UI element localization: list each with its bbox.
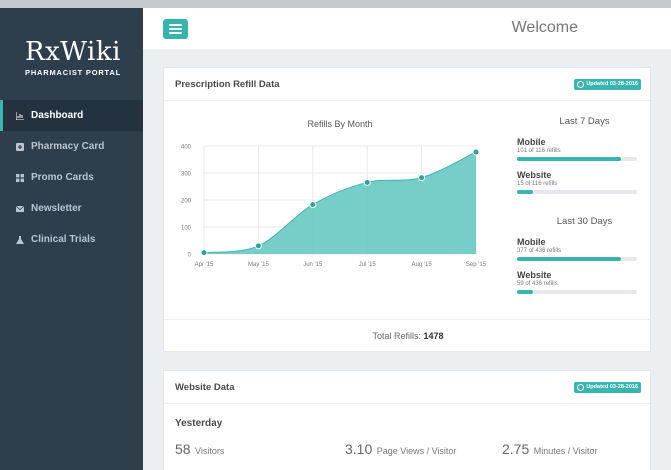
sidebar-item-label: Newsletter: [31, 203, 82, 214]
stat-sub: 59 of 436 refills: [517, 281, 558, 287]
stat-sub: 377 of 436 refills: [517, 248, 562, 254]
stat-item: Website 59 of 436 refills: [517, 270, 652, 294]
data-point: [418, 174, 426, 182]
section-title: Yesterday: [175, 418, 223, 429]
progress-track: [517, 257, 637, 261]
clock-icon: [577, 81, 585, 88]
stat-item: Mobile 377 of 436 refills: [517, 237, 652, 261]
y-tick-label: 0: [188, 253, 192, 259]
stat-sub: 101 of 116 refills: [517, 148, 561, 154]
sidebar-item-pharmacy-card[interactable]: Pharmacy Card: [0, 131, 143, 162]
metric-label: Visitors: [195, 446, 225, 456]
page-title: Welcome: [511, 19, 578, 36]
sidebar-item-label: Dashboard: [31, 110, 84, 121]
header: Welcome: [143, 8, 671, 49]
main-content: Welcome Prescription Refill Data Updated…: [143, 8, 671, 470]
sidebar-item-promo-cards[interactable]: Promo Cards: [0, 162, 143, 193]
metric-minutes: 2.75 Minutes / Visitor: [502, 441, 598, 459]
stat-name: Mobile: [517, 137, 546, 147]
top-strip: [0, 0, 671, 8]
x-tick-label: May '15: [248, 262, 269, 268]
sidebar-item-label: Pharmacy Card: [31, 141, 105, 152]
flask-icon: [16, 235, 24, 244]
sidebar-item-clinical-trials[interactable]: Clinical Trials: [0, 224, 143, 255]
x-tick-label: Aug '15: [412, 262, 433, 268]
metric-value: 2.75: [502, 441, 530, 457]
logo-title: RxWiki: [25, 37, 121, 67]
progress-track: [517, 157, 637, 161]
sidebar-item-dashboard[interactable]: Dashboard: [0, 100, 143, 131]
stat-item: Mobile 101 of 116 refills: [517, 137, 652, 161]
x-tick-label: Jul '15: [359, 262, 377, 268]
data-point: [200, 249, 208, 257]
hamburger-line: [169, 32, 182, 34]
stat-sub: 15 of 116 refills: [517, 181, 558, 187]
refills-area: [204, 151, 476, 254]
stat-name: Website: [517, 170, 552, 180]
refill-stats: Last 7 Days Mobile 101 of 116 refills We…: [517, 102, 652, 294]
x-tick-label: Apr '15: [195, 262, 214, 268]
data-point: [309, 201, 317, 209]
total-refills: Total Refills: 1478: [164, 319, 652, 351]
stat-item: Website 15 of 116 refills: [517, 170, 652, 194]
data-point: [363, 178, 371, 186]
progress-fill: [517, 257, 621, 261]
chart-icon: [16, 111, 24, 120]
metric-label: Minutes / Visitor: [533, 446, 598, 456]
sidebar: RxWiki PHARMACIST PORTAL Dashboard Pharm…: [0, 8, 143, 470]
logo[interactable]: RxWiki PHARMACIST PORTAL: [18, 38, 128, 77]
card-header: Prescription Refill Data Updated 03-28-2…: [164, 68, 650, 101]
total-value: 1478: [423, 331, 444, 341]
card-title: Website Data: [175, 382, 235, 393]
refills-chart: Refills By Month 0 100 200 300 400 Apr '15 May …: [164, 102, 504, 282]
y-tick-label: 400: [181, 145, 192, 151]
x-tick-label: Jun '15: [303, 262, 323, 268]
refills-chart-svg: Refills By Month 0 100 200 300 400 Apr '15 May …: [181, 119, 487, 268]
refill-data-card: Prescription Refill Data Updated 03-28-2…: [163, 67, 652, 352]
sidebar-item-label: Clinical Trials: [31, 234, 96, 245]
card-title: Prescription Refill Data: [175, 79, 280, 90]
grid-icon: [16, 173, 24, 182]
y-tick-label: 200: [181, 199, 192, 205]
badge-label: Updated 03-28-2016: [586, 81, 638, 87]
metric-label: Page Views / Visitor: [376, 446, 457, 456]
envelope-icon: [16, 205, 24, 212]
sidebar-nav: Dashboard Pharmacy Card Promo Cards News…: [0, 100, 143, 255]
stat-name: Mobile: [517, 237, 546, 247]
progress-track: [517, 290, 637, 294]
updated-badge: Updated 03-28-2016: [574, 79, 641, 90]
y-tick-label: 300: [181, 172, 192, 178]
metric-page-views: 3.10 Page Views / Visitor: [345, 441, 456, 459]
sidebar-item-label: Promo Cards: [31, 172, 94, 183]
total-label: Total Refills:: [372, 331, 421, 341]
progress-fill: [517, 190, 533, 194]
hamburger-line: [169, 28, 182, 30]
plus-square-icon: [16, 142, 24, 151]
data-point: [472, 148, 480, 156]
progress-fill: [517, 157, 622, 161]
clock-icon: [577, 384, 585, 391]
sidebar-item-newsletter[interactable]: Newsletter: [0, 193, 143, 224]
chart-title: Refills By Month: [307, 119, 372, 129]
last-30-days-heading: Last 30 Days: [556, 216, 613, 227]
data-point: [254, 242, 262, 250]
progress-track: [517, 190, 637, 194]
metric-value: 3.10: [345, 441, 373, 457]
refills-line: [203, 151, 477, 254]
metric-visitors: 58 Visitors: [175, 441, 224, 459]
y-tick-label: 100: [181, 226, 192, 232]
hamburger-icon[interactable]: [163, 19, 188, 39]
metric-value: 58: [175, 441, 191, 457]
badge-label: Updated 03-28-2016: [586, 384, 638, 390]
stat-name: Website: [517, 270, 552, 280]
updated-badge: Updated 03-28-2016: [574, 382, 641, 393]
website-data-card: Website Data Updated 03-28-2016 Yesterda…: [163, 370, 651, 470]
hamburger-line: [169, 24, 182, 26]
x-tick-label: Sep '15: [466, 262, 487, 268]
card-header: Website Data Updated 03-28-2016: [164, 371, 650, 404]
logo-subtitle: PHARMACIST PORTAL: [25, 68, 121, 77]
progress-fill: [517, 290, 534, 294]
last-7-days-heading: Last 7 Days: [559, 116, 610, 127]
